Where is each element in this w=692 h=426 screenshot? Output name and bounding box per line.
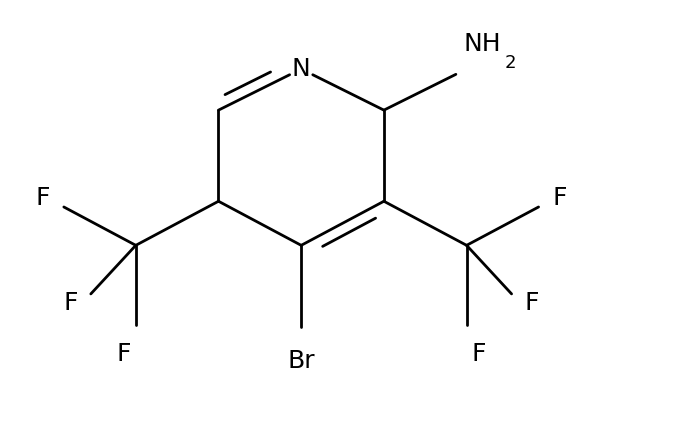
Text: NH: NH [463,32,501,56]
Text: Br: Br [287,349,315,373]
Text: F: F [552,186,567,210]
Text: 2: 2 [504,54,516,72]
Text: F: F [525,291,539,315]
Text: N: N [292,57,311,81]
Text: F: F [63,291,78,315]
Text: F: F [471,342,486,366]
Text: F: F [117,342,131,366]
Text: F: F [35,186,50,210]
